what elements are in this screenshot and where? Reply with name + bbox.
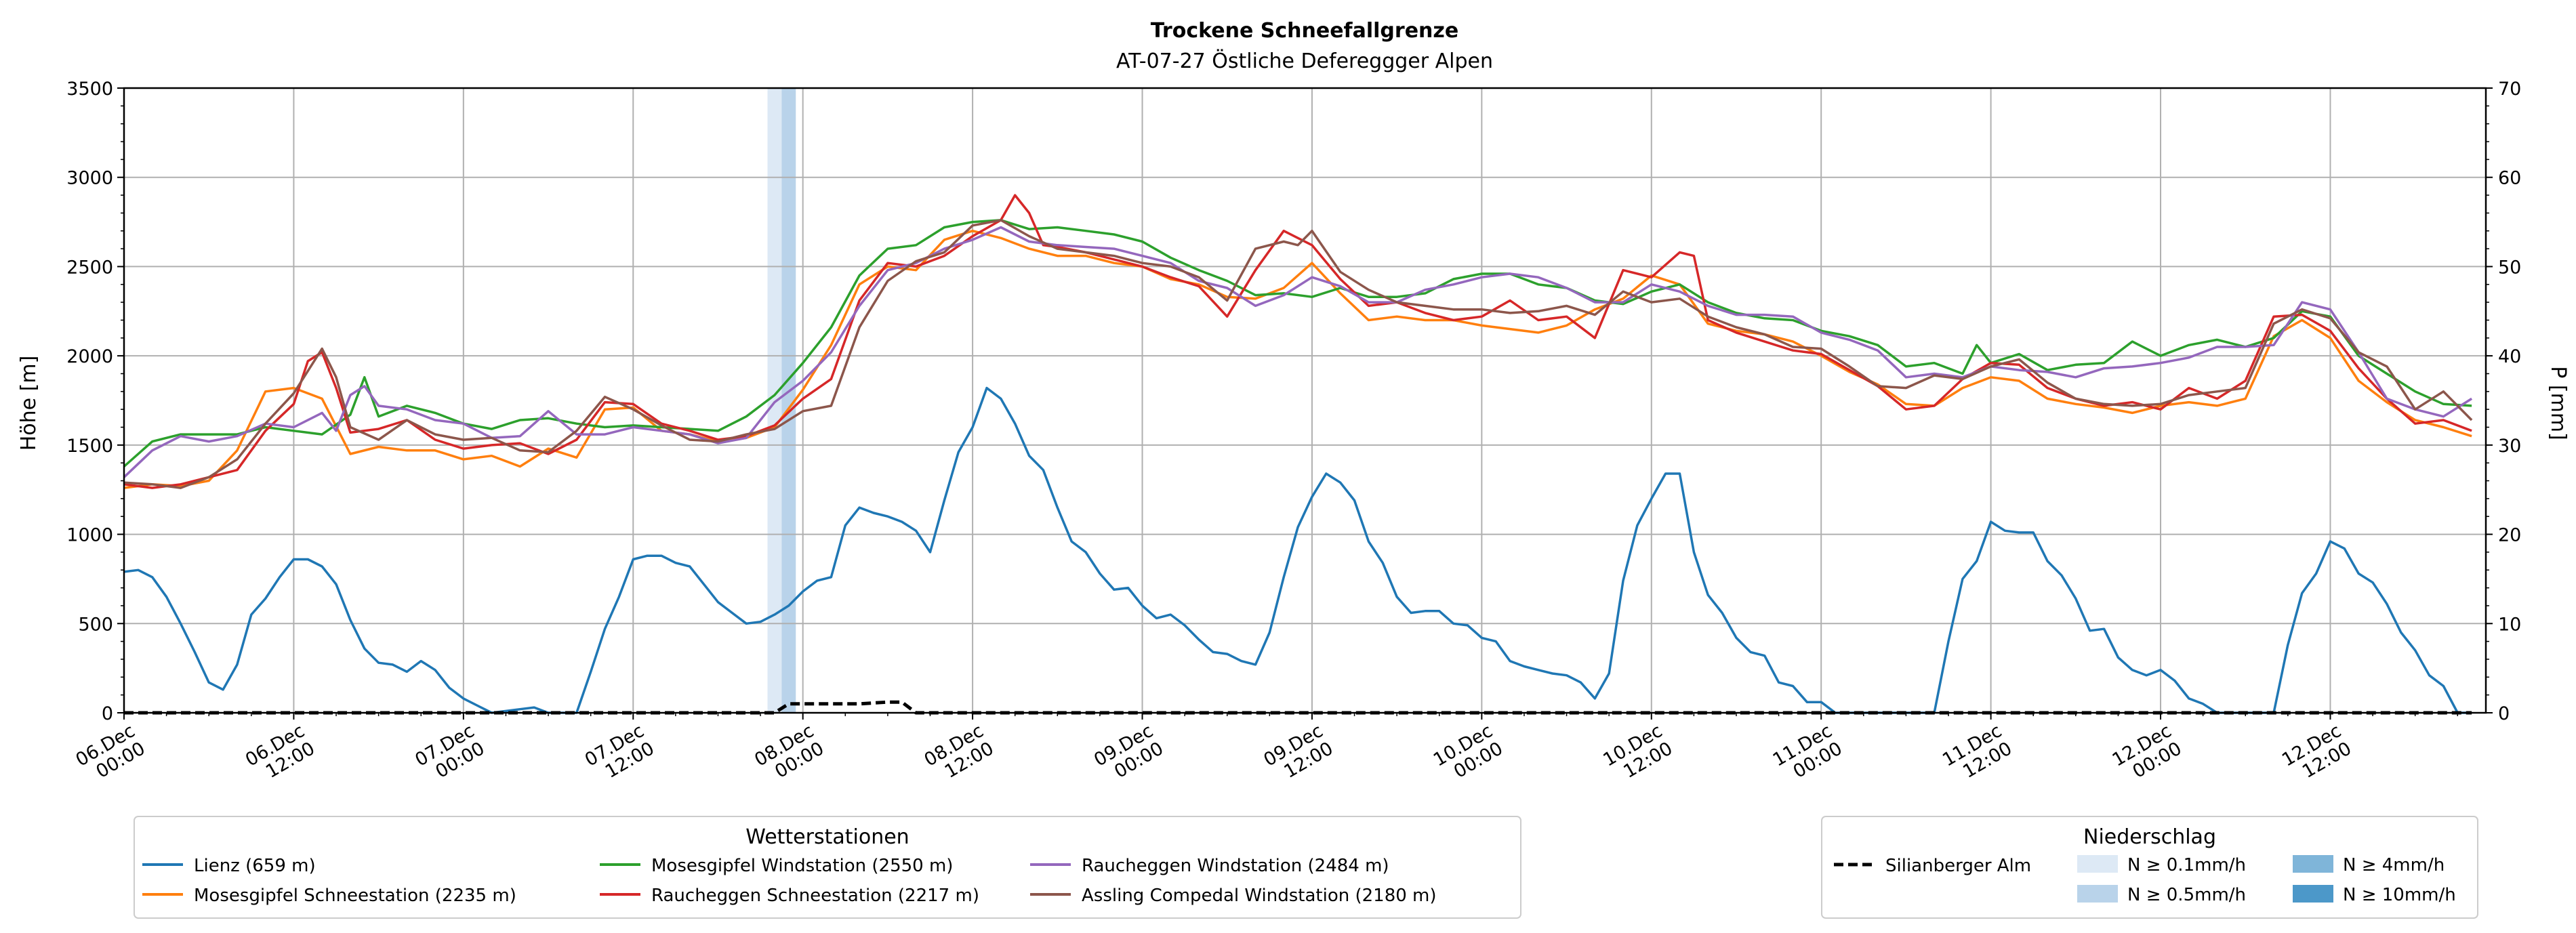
series-line-1 [123,229,2472,489]
y-axis-label-right: P [mm] [2546,366,2570,440]
x-tick-label: 11.Dec12:00 [1939,720,2016,788]
legend-patch-swatch [2077,855,2118,873]
plot-area: 0 500 1000 1500 2000 2500 3000 3500 0 10 20 30 40 50 6… [66,79,2521,788]
legend-patch-label: N ≥ 0.5mm/h [2127,885,2246,905]
x-tick-label: 09.Dec12:00 [1260,720,1336,788]
series-line-2 [123,219,2472,468]
x-tick-label: 09.Dec00:00 [1090,720,1167,788]
legend-patch-swatch [2293,885,2333,903]
series-line-0 [123,386,2472,714]
x-tick-label: 12.Dec12:00 [2278,720,2355,788]
series-line-4 [123,226,2473,478]
x-tick-label: 08.Dec12:00 [921,720,998,788]
legend-item-label: Mosesgipfel Schneestation (2235 m) [194,886,516,906]
series-line-6 [124,700,2472,715]
legend-patch-swatch [2293,855,2333,873]
legend-precip: Niederschlag Silianberger Alm N ≥ 0.1mm/… [1821,816,2478,919]
x-tick-label: 07.Dec00:00 [411,720,488,788]
x-tick-label: 06.Dec00:00 [73,720,149,788]
chart-title: Trockene Schneefallgrenze [1151,19,1458,43]
legend-precip-title: Niederschlag [2083,825,2216,849]
plot-frame [123,87,2487,714]
legend-item-label: Assling Compedal Windstation (2180 m) [1082,886,1437,906]
y-tick-label-left: 0 [102,703,113,724]
y-tick-label-left: 3000 [66,168,113,189]
x-tick-label: 10.Dec12:00 [1599,720,1676,788]
x-tick-label: 11.Dec00:00 [1770,720,1846,788]
precip-shade-0 [767,88,782,713]
y-tick-label-right: 50 [2498,257,2521,278]
y-tick-label-left: 1500 [66,436,113,457]
y-tick-label-left: 500 [78,614,113,635]
legend-stations-title: Wetterstationen [745,825,909,849]
x-tick-label: 08.Dec00:00 [751,720,827,788]
y-tick-label-right: 70 [2498,79,2521,100]
x-tick-label: 06.Dec12:00 [242,720,319,788]
legend-stations: Wetterstationen Lienz (659 m) Mosesgipfel… [134,816,1521,919]
y-tick-label-left: 1000 [66,525,113,546]
y-tick-label-right: 40 [2498,346,2521,367]
y-tick-label-left: 2000 [66,346,113,367]
legend-item-label: Raucheggen Windstation (2484 m) [1082,856,1389,876]
y-axis-label-left: Höhe [m] [17,356,41,451]
series-line-5 [123,219,2473,489]
chart-subtitle: AT-07-27 Östliche Defereggger Alpen [1116,49,1493,73]
y-tick-label-right: 0 [2498,703,2510,724]
series-line-3 [123,194,2472,489]
precip-shade-1 [781,88,796,713]
legend-patch-swatch [2077,885,2118,903]
legend-patch-label: N ≥ 0.1mm/h [2127,855,2246,875]
legend-item-label: Lienz (659 m) [194,856,316,876]
y-tick-label-right: 60 [2498,168,2521,189]
x-tick-label: 07.Dec12:00 [581,720,658,788]
legend-item-label: Raucheggen Schneestation (2217 m) [651,886,979,906]
y-tick-label-left: 2500 [66,257,113,278]
legend-item-label: Mosesgipfel Windstation (2550 m) [651,856,953,876]
legend-patch-label: N ≥ 10mm/h [2343,885,2456,905]
y-tick-label-right: 10 [2498,614,2521,635]
legend-precip-line-label: Silianberger Alm [1885,856,2031,876]
x-tick-label: 12.Dec00:00 [2109,720,2186,788]
y-tick-label-right: 30 [2498,436,2521,457]
legend-patch-label: N ≥ 4mm/h [2343,855,2445,875]
y-tick-label-left: 3500 [66,79,113,100]
y-tick-label-right: 20 [2498,525,2521,546]
x-tick-label: 10.Dec00:00 [1430,720,1507,788]
